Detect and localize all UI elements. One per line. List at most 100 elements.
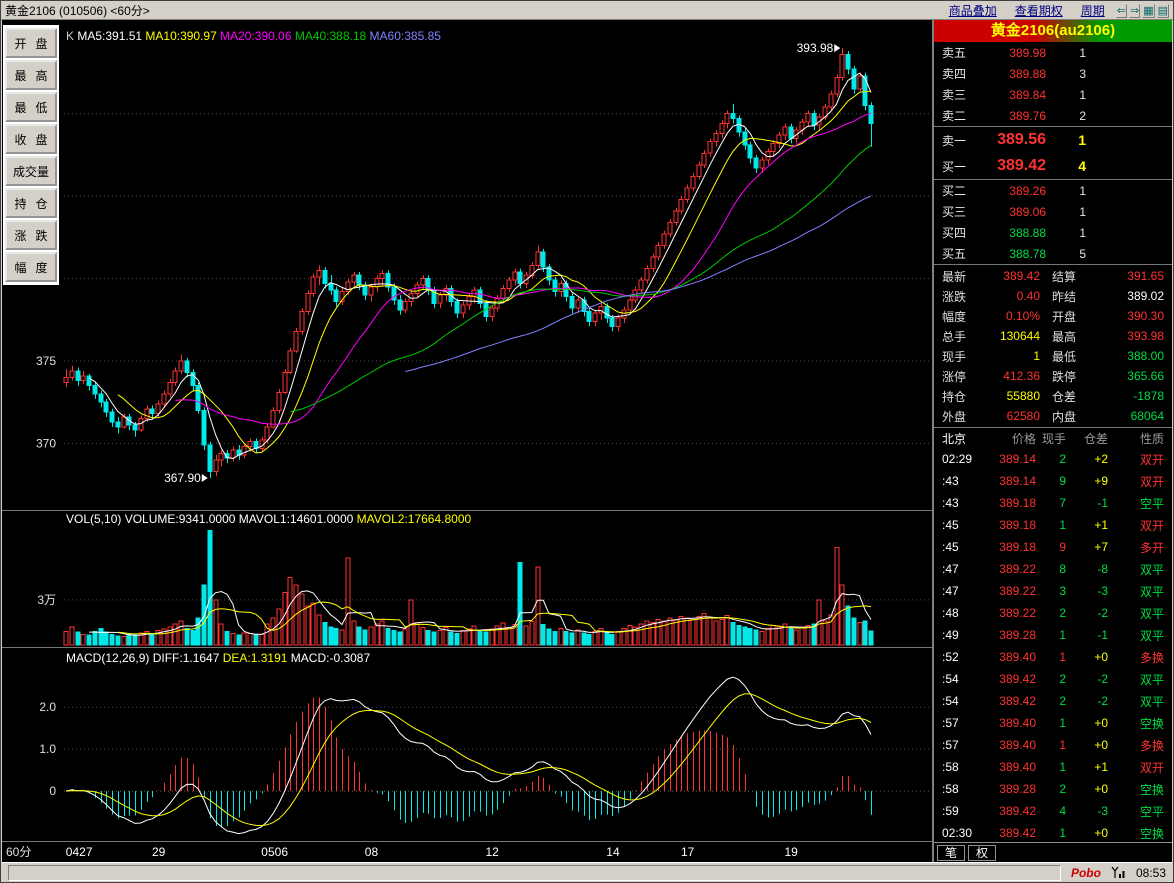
tick-qty: 1 <box>1059 650 1066 664</box>
svg-text:375: 375 <box>36 354 56 368</box>
book-qty: 1 <box>1079 204 1086 219</box>
tick-row: :49 389.28 1 -1 双平 <box>934 624 1172 646</box>
tick-oi-change: +0 <box>1094 650 1108 664</box>
stat-label: 现手 <box>942 349 967 364</box>
stat-label: 最低 <box>1052 349 1077 364</box>
layout-view-button[interactable]: ▤ <box>1156 3 1169 18</box>
quote-panel: 黄金2106(au2106) 卖五 389.98 1 卖四 389.88 3 卖三 389.8… <box>932 20 1172 862</box>
book-qty: 3 <box>1079 66 1086 81</box>
tick-oi-change: -1 <box>1097 496 1108 510</box>
sidebar-button-幅度[interactable]: 幅度 <box>5 252 57 282</box>
tick-price: 389.18 <box>999 496 1036 510</box>
tick-oi-change: +1 <box>1094 760 1108 774</box>
tick-qty: 9 <box>1059 540 1066 554</box>
order-book: 卖五 389.98 1 卖四 389.88 3 卖三 389.84 1 卖二 389.76 2 卖一 38… <box>934 42 1172 264</box>
tick-row: :47 389.22 8 -8 双平 <box>934 558 1172 580</box>
book-price: 389.56 <box>997 131 1046 148</box>
tick-time: :57 <box>942 738 959 752</box>
bid-row-2[interactable]: 买二 389.26 1 <box>934 179 1172 201</box>
ask-row-2[interactable]: 卖二 389.76 2 <box>934 105 1172 126</box>
bid-row-3[interactable]: 买三 389.06 1 <box>934 201 1172 222</box>
panel-tab-1[interactable]: 权 <box>968 844 996 861</box>
book-level-label: 卖三 <box>942 88 967 102</box>
book-price: 389.88 <box>1009 66 1046 81</box>
stat-row: 外盘 62580 内盘 68064 <box>934 406 1172 426</box>
tick-time: :54 <box>942 672 959 686</box>
stat-label: 幅度 <box>942 309 967 324</box>
titlebar-link-0[interactable]: 商品叠加 <box>948 3 997 18</box>
sidebar-button-收盘[interactable]: 收盘 <box>5 124 57 154</box>
tick-time: :58 <box>942 782 959 796</box>
book-qty: 5 <box>1079 246 1086 261</box>
titlebar: 黄金2106 (010506) <60分> 商品叠加 查看期权 周期 ⇐ ⇒ ▦ ▤ <box>1 1 1173 20</box>
stat-value: 62580 <box>1006 409 1040 423</box>
svg-text:3万: 3万 <box>37 593 56 607</box>
tick-price: 389.22 <box>999 584 1036 598</box>
grid-view-button[interactable]: ▦ <box>1142 3 1155 18</box>
sidebar-button-持仓[interactable]: 持仓 <box>5 188 57 218</box>
tick-col-header-4: 性质 <box>1139 431 1164 446</box>
back-button[interactable]: ⇐ <box>1115 3 1127 18</box>
window-title: 黄金2106 (010506) <60分> <box>5 3 150 18</box>
sidebar-button-涨跌[interactable]: 涨跌 <box>5 220 57 250</box>
tick-nature: 多开 <box>1139 540 1164 555</box>
sidebar-button-成交量[interactable]: 成交量 <box>5 156 57 186</box>
tick-nature: 双平 <box>1139 694 1164 709</box>
macd-legend: MACD(12,26,9) DIFF:1.1647 DEA:1.3191 MAC… <box>66 651 370 665</box>
tick-time: :59 <box>942 804 959 818</box>
book-qty: 4 <box>1078 158 1086 174</box>
field-button-column: 开盘 最高 最低 收盘 成交量 持仓 涨跌 幅度 <box>3 25 59 285</box>
book-level-label: 卖一 <box>942 133 967 148</box>
stat-label: 最高 <box>1052 329 1077 344</box>
tick-nature: 多换 <box>1139 738 1164 753</box>
best-ask-row[interactable]: 卖一 389.56 1 <box>934 126 1172 153</box>
best-bid-row[interactable]: 买一 389.42 4 <box>934 153 1172 179</box>
chart-grid: 380375370 <box>2 113 932 842</box>
forward-button[interactable]: ⇒ <box>1128 3 1141 18</box>
ask-row-5[interactable]: 卖五 389.98 1 <box>934 42 1172 63</box>
statusbar-panel <box>8 864 1061 881</box>
ask-row-3[interactable]: 卖三 389.84 1 <box>934 84 1172 105</box>
tick-col-header-3: 仓差 <box>1083 431 1108 446</box>
tick-qty: 7 <box>1059 496 1066 510</box>
x-tick-14: 14 <box>606 845 620 859</box>
stat-label: 内盘 <box>1052 409 1077 424</box>
book-qty: 1 <box>1078 132 1086 148</box>
titlebar-buttons: ⇐ ⇒ ▦ ▤ <box>1114 3 1169 18</box>
tick-oi-change: -8 <box>1097 562 1108 576</box>
tick-time: 02:30 <box>942 826 973 840</box>
ask-row-4[interactable]: 卖四 389.88 3 <box>934 63 1172 84</box>
tick-time: :58 <box>942 760 959 774</box>
instrument-header: 黄金2106(au2106) <box>934 20 1172 42</box>
svg-text:370: 370 <box>36 436 56 450</box>
bid-row-4[interactable]: 买四 388.88 1 <box>934 222 1172 243</box>
book-level-label: 卖二 <box>942 109 967 123</box>
tick-nature: 空平 <box>1139 496 1164 511</box>
x-tick-08: 08 <box>365 845 379 859</box>
sidebar-button-最高[interactable]: 最高 <box>5 60 57 90</box>
tick-price: 389.40 <box>999 760 1036 774</box>
tick-row: 02:29 389.14 2 +2 双开 <box>934 448 1172 470</box>
tick-oi-change: +0 <box>1094 782 1108 796</box>
tick-nature: 双开 <box>1139 452 1164 467</box>
tick-qty: 1 <box>1059 760 1066 774</box>
titlebar-link-2[interactable]: 周期 <box>1080 3 1105 18</box>
tick-oi-change: -2 <box>1097 694 1108 708</box>
stat-value: 0.10% <box>1005 309 1040 323</box>
tick-oi-change: -2 <box>1097 606 1108 620</box>
titlebar-link-1[interactable]: 查看期权 <box>1014 3 1063 18</box>
panel-tab-0[interactable]: 笔 <box>937 844 965 861</box>
sidebar-button-最低[interactable]: 最低 <box>5 92 57 122</box>
tick-col-header-2: 现手 <box>1041 431 1066 446</box>
bid-row-5[interactable]: 买五 388.78 5 <box>934 243 1172 264</box>
x-tick-19: 19 <box>785 845 799 859</box>
sidebar-button-开盘[interactable]: 开盘 <box>5 28 57 58</box>
tick-price: 389.40 <box>999 716 1036 730</box>
stat-value: 68064 <box>1130 409 1164 423</box>
tick-table: 02:29 389.14 2 +2 双开:43 389.14 9 +9 双开:43 389.18 7… <box>934 448 1172 844</box>
clock: 08:53 <box>1135 865 1166 880</box>
tick-nature: 多换 <box>1139 650 1164 665</box>
tick-row: :59 389.42 4 -3 空平 <box>934 800 1172 822</box>
tick-price: 389.42 <box>999 694 1036 708</box>
